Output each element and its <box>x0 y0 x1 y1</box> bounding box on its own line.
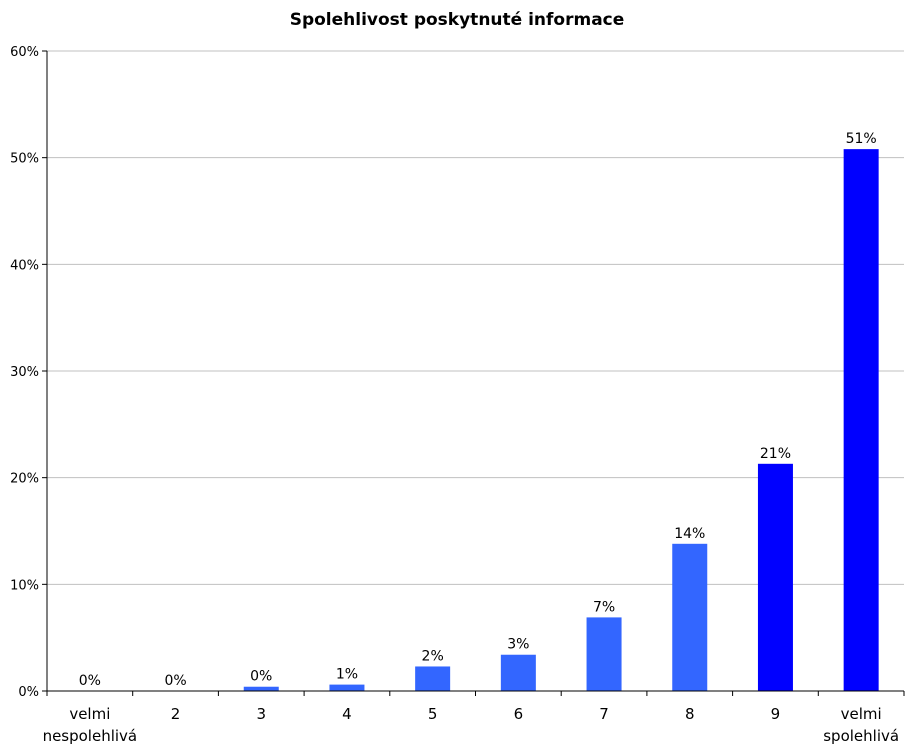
x-tick-label: 4 <box>342 705 352 723</box>
x-tick-label: 2 <box>171 705 181 723</box>
data-label: 1% <box>336 667 358 683</box>
data-label: 7% <box>593 599 615 615</box>
bar <box>243 686 279 691</box>
y-tick-label: 40% <box>10 258 39 273</box>
bar <box>672 543 708 691</box>
data-label: 2% <box>422 648 444 664</box>
x-tick-label: 9 <box>771 705 781 723</box>
y-tick-label: 10% <box>10 578 39 593</box>
y-tick-label: 60% <box>10 45 39 60</box>
bar <box>415 666 451 691</box>
data-label: 3% <box>507 637 529 653</box>
bar <box>586 617 622 691</box>
x-tick-label: 7 <box>599 705 609 723</box>
chart-title: Spolehlivost poskytnuté informace <box>289 10 625 30</box>
bar <box>500 654 536 691</box>
y-tick-labels: 0% 10% 20% 30% 40% 50% 60% <box>10 45 39 700</box>
y-tick-label: 20% <box>10 472 39 487</box>
data-labels: 0% 0% 0% 1% 2% 3% 7% 14% 21% 51% <box>79 131 877 689</box>
y-tick-label: 0% <box>18 685 39 700</box>
x-tick-labels: velmi nespolehlivá 2 3 4 5 6 7 8 9 velmi spolehlivá <box>43 705 899 745</box>
axes <box>42 50 905 696</box>
data-label: 0% <box>164 673 186 689</box>
bars <box>243 149 879 692</box>
x-tick-label: 5 <box>428 705 438 723</box>
data-label: 21% <box>760 446 791 462</box>
y-tick-label: 30% <box>10 365 39 380</box>
data-label: 0% <box>250 669 272 685</box>
data-label: 0% <box>79 673 101 689</box>
x-tick-label: 6 <box>514 705 524 723</box>
x-tick-label: velmi spolehlivá <box>823 705 899 745</box>
bar <box>329 684 365 691</box>
data-label: 14% <box>674 526 705 542</box>
bar <box>757 463 793 691</box>
x-tick-label: 8 <box>685 705 695 723</box>
x-tick-label: velmi nespolehlivá <box>43 705 138 745</box>
y-tick-label: 50% <box>10 152 39 167</box>
data-label: 51% <box>846 131 877 147</box>
x-tick-label: 3 <box>256 705 266 723</box>
bar <box>843 149 879 692</box>
